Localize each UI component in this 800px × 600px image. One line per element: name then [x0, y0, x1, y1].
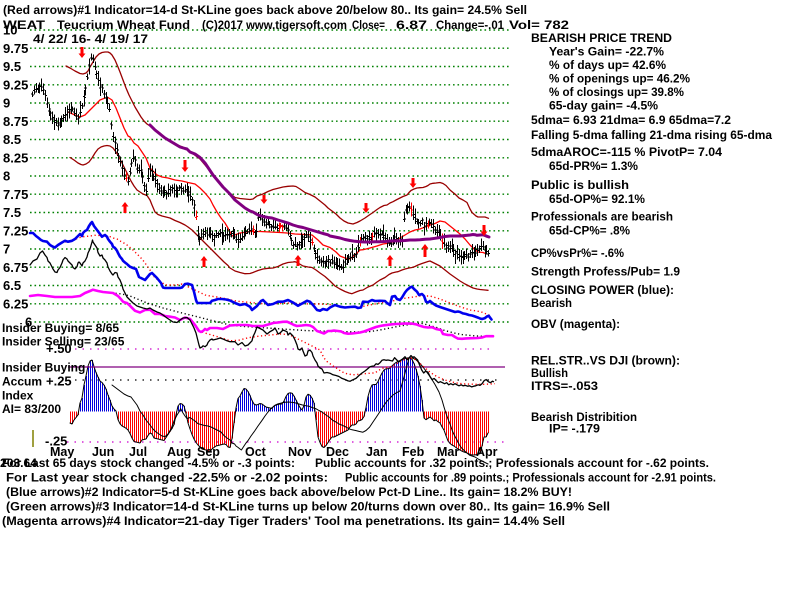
svg-text:Index: Index	[2, 389, 34, 403]
svg-text:Insider Buying= 8/65: Insider Buying= 8/65	[2, 321, 119, 335]
svg-text:Oct: Oct	[245, 445, 267, 459]
svg-text:6.87: 6.87	[396, 18, 427, 32]
svg-text:Public accounts for .89 point: Public accounts for .89 points.; Profess…	[345, 471, 716, 485]
svg-text:BEARISH PRICE TREND: BEARISH PRICE TREND	[531, 31, 672, 45]
svg-text:Bullish: Bullish	[531, 366, 568, 380]
svg-text:CLOSING POWER (blue):: CLOSING POWER (blue):	[531, 283, 674, 297]
svg-text:Apr: Apr	[476, 445, 498, 459]
svg-text:% of closings up= 39.8%: % of closings up= 39.8%	[549, 85, 684, 99]
svg-text:8.25: 8.25	[3, 150, 28, 165]
svg-text:7: 7	[3, 242, 10, 257]
svg-text:65d-CP%= .8%: 65d-CP%= .8%	[549, 224, 630, 238]
svg-text:203.64: 203.64	[0, 456, 37, 470]
svg-text:Teucrium Wheat Fund: Teucrium Wheat Fund	[57, 18, 190, 32]
svg-text:Close=: Close=	[352, 18, 385, 32]
svg-text:+.25: +.25	[46, 374, 72, 389]
svg-text:+.50: +.50	[46, 341, 72, 356]
svg-text:65-day gain= -4.5%: 65-day gain= -4.5%	[549, 99, 658, 113]
svg-text:(Red arrows)#1 Indicator=14-d: (Red arrows)#1 Indicator=14-d St-KLine g…	[3, 3, 527, 17]
svg-text:CP%vsPr%= -.6%: CP%vsPr%= -.6%	[531, 246, 624, 260]
svg-text:ITRS=-.053: ITRS=-.053	[531, 379, 598, 393]
svg-text:May: May	[50, 445, 74, 459]
svg-text:Nov: Nov	[288, 445, 312, 459]
svg-text:Insider Buying: Insider Buying	[2, 361, 85, 375]
svg-text:Bearish: Bearish	[531, 296, 572, 310]
svg-text:(C)2017 www.tigersoft.com: (C)2017 www.tigersoft.com	[202, 18, 347, 32]
svg-text:Feb: Feb	[402, 445, 425, 459]
svg-text:Jun: Jun	[92, 445, 114, 459]
svg-text:Vol= 782: Vol= 782	[509, 18, 569, 32]
svg-text:IP= -.179: IP= -.179	[549, 422, 600, 436]
svg-text:REL.STR..VS DJI (brown):: REL.STR..VS DJI (brown):	[531, 354, 680, 368]
svg-text:(Blue arrows)#2 Indicator=5-d: (Blue arrows)#2 Indicator=5-d St-KLine g…	[6, 485, 572, 499]
svg-text:-.25: -.25	[45, 434, 67, 449]
svg-text:Change=-.01: Change=-.01	[436, 18, 504, 32]
svg-text:Falling 5-dma falling 21-dma: Falling 5-dma falling 21-dma rising 65-d…	[531, 128, 772, 142]
svg-text:9.75: 9.75	[3, 41, 28, 56]
svg-text:Year's Gain= -22.7%: Year's Gain= -22.7%	[549, 45, 664, 59]
svg-text:8: 8	[3, 169, 10, 184]
svg-text:65d-PR%= 1.3%: 65d-PR%= 1.3%	[549, 159, 638, 173]
svg-text:8.75: 8.75	[3, 114, 28, 129]
svg-text:Insider Selling= 23/65: Insider Selling= 23/65	[2, 335, 125, 349]
svg-text:Accum: Accum	[2, 375, 42, 389]
svg-text:WEAT: WEAT	[3, 18, 46, 32]
svg-text:Aug: Aug	[167, 445, 191, 459]
svg-text:9.25: 9.25	[3, 77, 28, 92]
svg-text:6: 6	[25, 315, 32, 330]
svg-text:Sep: Sep	[197, 445, 220, 459]
svg-text:Bearish Distribition: Bearish Distribition	[531, 410, 637, 424]
svg-text:6.75: 6.75	[3, 260, 28, 275]
svg-text:Dec: Dec	[326, 445, 349, 459]
svg-text:5dmaAROC=-115 % PivotP= 7.04: 5dmaAROC=-115 % PivotP= 7.04	[531, 145, 722, 159]
svg-text:7.5: 7.5	[3, 205, 21, 220]
svg-text:8.5: 8.5	[3, 132, 21, 147]
svg-text:6.25: 6.25	[3, 296, 28, 311]
svg-text:% of days up= 42.6%: % of days up= 42.6%	[549, 58, 666, 72]
svg-text:For Last year stock changed -2: For Last year stock changed -22.5% or -2…	[6, 471, 328, 485]
svg-text:5dma= 6.93 21dma= 6.9 65dma=7.: 5dma= 6.93 21dma= 6.9 65dma=7.2	[531, 113, 731, 127]
svg-text:4/ 22/ 16- 4/ 19/ 17: 4/ 22/ 16- 4/ 19/ 17	[33, 32, 148, 46]
svg-text:Public is bullish: Public is bullish	[531, 178, 629, 192]
svg-text:(Magenta arrows)#4 Indicator=2: (Magenta arrows)#4 Indicator=21-day Tige…	[2, 514, 565, 528]
svg-text:(Green arrows)#3 Indicator=14-: (Green arrows)#3 Indicator=14-d St-KLine…	[6, 500, 610, 514]
svg-text:Mar: Mar	[437, 445, 459, 459]
svg-text:Strength Profess/Pub= 1.9: Strength Profess/Pub= 1.9	[531, 265, 680, 279]
svg-text:9.5: 9.5	[3, 59, 21, 74]
svg-text:Public accounts for .32 point: Public accounts for .32 points.; Profess…	[315, 456, 709, 470]
svg-text:Jul: Jul	[129, 445, 147, 459]
svg-text:Jan: Jan	[366, 445, 388, 459]
svg-text:6.5: 6.5	[3, 278, 21, 293]
svg-text:65d-OP%= 92.1%: 65d-OP%= 92.1%	[549, 192, 645, 206]
svg-text:7.75: 7.75	[3, 187, 28, 202]
svg-text:10: 10	[3, 23, 17, 38]
svg-text:For Last 65 days stock changed: For Last 65 days stock changed -4.5% or …	[2, 456, 295, 470]
svg-text:OBV (magenta):: OBV (magenta):	[531, 317, 620, 331]
svg-text:% of openings up= 46.2%: % of openings up= 46.2%	[549, 72, 690, 86]
svg-text:AI= 83/200: AI= 83/200	[2, 402, 61, 416]
svg-text:7.25: 7.25	[3, 223, 28, 238]
svg-text:9: 9	[3, 96, 10, 111]
svg-text:Professionals are bearish: Professionals are bearish	[531, 210, 673, 224]
